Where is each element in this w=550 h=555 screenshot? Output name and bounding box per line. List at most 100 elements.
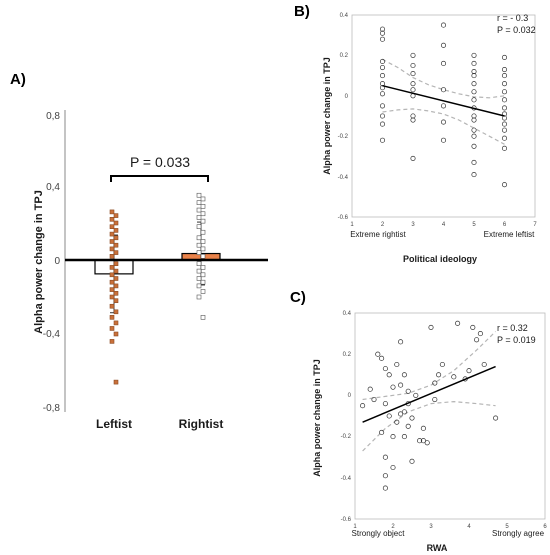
- panel-b-xtick: 2: [381, 222, 385, 228]
- panel-c-ylabel: Alpha power change in TPJ: [312, 359, 322, 477]
- panel-b-data-point: [440, 87, 447, 93]
- panel-b-xtick: 3: [411, 222, 415, 228]
- panel-b-data-point: [501, 135, 508, 141]
- panel-b-xlabel: Political ideology: [403, 254, 477, 264]
- panel-b-data-point: [410, 87, 416, 93]
- category-label-leftist: Leftist: [96, 417, 132, 431]
- data-point-rightist: [196, 235, 202, 241]
- panel-c-data-point: [394, 419, 400, 425]
- panel-b-data-point: [501, 66, 508, 73]
- panel-b-data-point: [410, 155, 416, 161]
- panel-b-data-point: [471, 60, 477, 67]
- data-point-rightist: [200, 196, 206, 202]
- panel-a: A) 0,8 0,4 0 -0,4 -0,8 Alpha power chang…: [10, 71, 268, 431]
- panel-b-data-point: [501, 145, 508, 151]
- data-point-rightist: [200, 272, 206, 278]
- panel-b-data-point: [379, 113, 386, 119]
- panel-c-data-point: [474, 337, 480, 343]
- panel-b-data-point: [501, 105, 508, 111]
- data-point-leftist: [113, 242, 119, 248]
- data-point-rightist: [196, 192, 202, 198]
- data-point-leftist: [113, 290, 119, 296]
- panel-b-ytick: -0.4: [338, 175, 349, 181]
- panel-b-data-point: [410, 52, 416, 58]
- panel-b-data-point: [379, 121, 386, 127]
- panel-b-xtick: 7: [533, 222, 537, 228]
- panel-b-ytick: 0: [345, 94, 349, 100]
- panel-c-xtick: 6: [543, 524, 547, 530]
- data-point-rightist: [200, 218, 206, 224]
- panel-b-ytick: 0.4: [340, 13, 349, 19]
- panel-b-data-point: [379, 36, 386, 42]
- panel-b-ytick: -0.6: [338, 215, 349, 221]
- panel-c-data-point: [409, 458, 415, 464]
- panel-c-data-point: [477, 331, 483, 337]
- data-point-leftist: [113, 379, 119, 385]
- panel-c-data-point: [398, 339, 404, 345]
- data-point-rightist: [196, 276, 202, 281]
- panel-b-ylabel: Alpha power change in TPJ: [322, 57, 332, 175]
- panel-b-data-point: [471, 89, 477, 95]
- data-point-leftist: [113, 320, 119, 326]
- panel-c-xtick: 1: [353, 524, 357, 530]
- data-point-leftist: [113, 276, 119, 281]
- panel-b-ytick: -0.2: [338, 134, 349, 140]
- panel-c-data-point: [409, 415, 415, 421]
- panel-b-data-point: [379, 30, 386, 36]
- panel-c-data-point: [375, 351, 381, 357]
- panel-c-data-point: [481, 361, 487, 368]
- panel-b-ytick: 0.2: [340, 53, 349, 59]
- panel-c-data-point: [394, 361, 400, 368]
- panel-c-data-point: [360, 403, 366, 409]
- data-point-leftist: [113, 283, 119, 289]
- data-point-rightist: [196, 215, 202, 220]
- panel-c-plot-frame: [354, 312, 546, 520]
- data-point-rightist: [200, 239, 206, 244]
- data-point-rightist: [196, 261, 202, 267]
- panel-b-x-end-right: Extreme leftist: [484, 230, 535, 239]
- data-point-leftist: [109, 294, 115, 300]
- panel-c-data-point: [439, 361, 445, 368]
- panel-b-data-point: [379, 73, 386, 79]
- data-point-rightist: [196, 200, 202, 205]
- panel-c-ytick: -0.4: [341, 476, 352, 482]
- panel-c-data-point: [420, 438, 426, 444]
- panel-b-data-point: [471, 73, 477, 79]
- panel-b-data-point: [440, 22, 447, 28]
- panel-b-data-point: [471, 81, 477, 87]
- panel-c-data-point: [379, 355, 385, 361]
- panel-c-xtick: 2: [391, 524, 395, 530]
- panel-c-data-point: [466, 368, 472, 374]
- data-point-rightist: [200, 315, 206, 320]
- panel-b-data-point: [501, 182, 508, 188]
- data-point-rightist: [200, 229, 206, 235]
- data-point-leftist: [109, 209, 115, 215]
- panel-c-data-point: [367, 386, 373, 392]
- panel-c-ytick: -0.2: [341, 434, 352, 440]
- panel-b-data-point: [440, 42, 447, 48]
- panel-c-data-point: [417, 438, 423, 444]
- panel-c-data-point: [382, 366, 388, 372]
- panel-c-data-point: [401, 409, 407, 415]
- panel-c-data-point: [432, 380, 438, 386]
- data-point-rightist: [200, 279, 206, 285]
- panel-c-data-point: [401, 434, 407, 440]
- panel-c-data-point: [371, 396, 377, 403]
- panel-c-data-point: [451, 374, 457, 380]
- panel-c-data-point: [405, 388, 411, 394]
- panel-b-data-point: [471, 127, 477, 133]
- panel-b-xtick: 4: [442, 222, 446, 228]
- data-point-leftist: [109, 339, 115, 344]
- panel-c-data-point: [413, 392, 419, 398]
- panel-b-data-point: [379, 91, 386, 97]
- panel-c-xtick: 4: [467, 524, 471, 530]
- panel-b-data-point: [410, 117, 416, 123]
- panel-b-data-point: [440, 137, 447, 143]
- panel-b-data-point: [379, 58, 386, 65]
- panel-b-data-point: [501, 97, 508, 103]
- panel-b-data-point: [471, 172, 477, 178]
- data-point-leftist: [109, 246, 115, 252]
- panel-c-x-end-right: Strongly agree: [492, 529, 545, 538]
- panel-c-data-point: [390, 464, 396, 471]
- data-point-leftist: [109, 217, 115, 222]
